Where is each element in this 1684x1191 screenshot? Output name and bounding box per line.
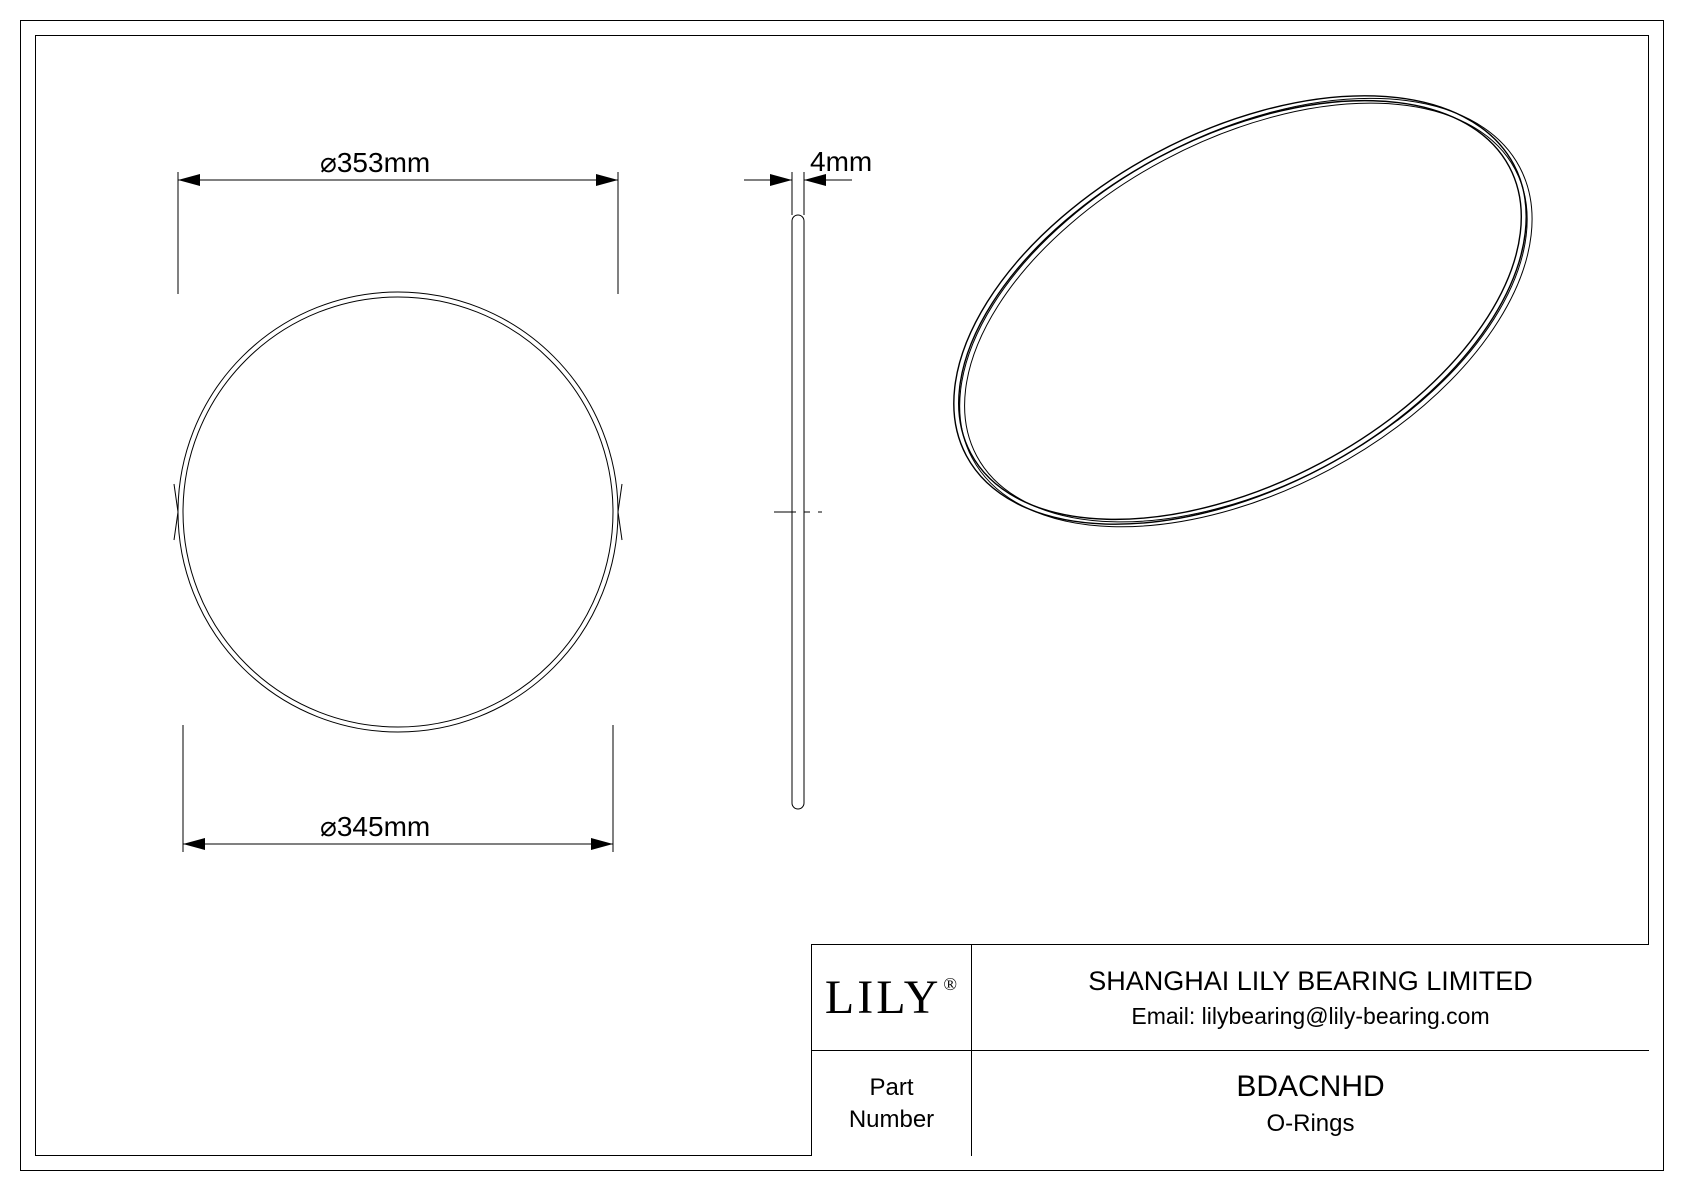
company-name: SHANGHAI LILY BEARING LIMITED xyxy=(1088,966,1533,997)
logo-text: LILY® xyxy=(825,970,958,1025)
company-cell: SHANGHAI LILY BEARING LIMITED Email: lil… xyxy=(972,945,1649,1050)
registered-icon: ® xyxy=(943,974,960,994)
company-email: Email: lilybearing@lily-bearing.com xyxy=(1131,1003,1489,1030)
drawing-area: ⌀353mm ⌀345mm 4mm LILY® SHANGHAI LILY BE… xyxy=(0,0,1684,1191)
logo-cell: LILY® xyxy=(812,945,972,1050)
part-label: Part Number xyxy=(849,1072,934,1134)
part-label-line2: Number xyxy=(849,1106,934,1133)
logo-word: LILY xyxy=(825,971,941,1024)
iso-ring xyxy=(883,5,1603,617)
title-block: LILY® SHANGHAI LILY BEARING LIMITED Emai… xyxy=(811,944,1649,1156)
part-number: BDACNHD xyxy=(1236,1070,1384,1104)
part-value-cell: BDACNHD O-Rings xyxy=(972,1051,1649,1156)
title-block-row-1: LILY® SHANGHAI LILY BEARING LIMITED Emai… xyxy=(812,945,1649,1051)
part-label-line1: Part xyxy=(869,1074,913,1101)
part-label-cell: Part Number xyxy=(812,1051,972,1156)
part-description: O-Rings xyxy=(1266,1110,1354,1138)
title-block-row-2: Part Number BDACNHD O-Rings xyxy=(812,1051,1649,1156)
